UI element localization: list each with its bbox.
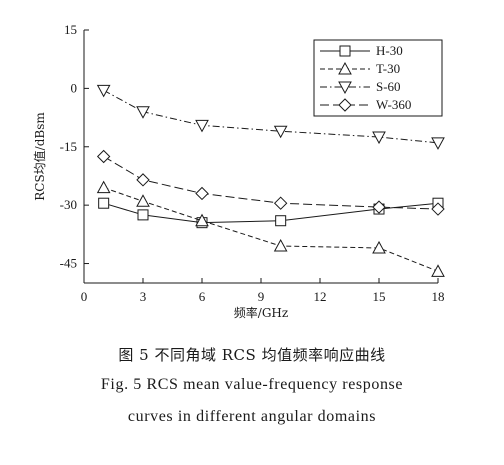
x-tick-label: 12 xyxy=(314,289,327,304)
data-point-s-60 xyxy=(372,131,386,145)
series-line-s-60 xyxy=(103,89,439,144)
x-tick-label: 18 xyxy=(432,289,445,304)
rcs-frequency-chart: 15 0 -15 -30 -45 0 3 6 9 12 15 18 H-30 T-30 S-60 W-360… xyxy=(32,22,445,320)
data-point-s-60 xyxy=(195,119,209,133)
data-point-t-30 xyxy=(136,194,150,207)
legend-label-s-60: S-60 xyxy=(376,79,401,94)
figure-caption-english-line2: curves in different angular domains xyxy=(127,408,377,425)
y-tick-label: 15 xyxy=(64,22,77,37)
legend-marker-t-30 xyxy=(338,61,352,75)
y-tick-label: -30 xyxy=(60,197,77,212)
data-point-h-30 xyxy=(275,215,287,227)
x-tick-label: 6 xyxy=(199,289,206,304)
data-point-s-60 xyxy=(431,137,445,150)
x-tick-label: 9 xyxy=(258,289,265,304)
data-point-s-60 xyxy=(273,125,288,139)
axes: 15 0 -15 -30 -45 0 3 6 9 12 15 18 xyxy=(60,22,445,304)
data-point-h-30 xyxy=(98,197,110,209)
legend-label-t-30: T-30 xyxy=(376,61,400,76)
series-s-60 xyxy=(96,84,445,150)
legend-marker-s-60 xyxy=(338,81,352,95)
data-point-s-60 xyxy=(136,106,150,119)
legend-marker-w-360 xyxy=(338,98,352,112)
series-t-30 xyxy=(96,180,445,277)
data-point-t-30 xyxy=(372,240,386,254)
series-layer xyxy=(96,84,445,277)
y-tick-label: -15 xyxy=(60,139,77,154)
data-point-w-360 xyxy=(273,196,288,210)
series-h-30 xyxy=(98,197,444,229)
y-tick-label: -45 xyxy=(60,256,77,271)
data-point-t-30 xyxy=(431,264,445,277)
x-axis-label: 频率/GHz xyxy=(234,305,288,320)
x-tick-label: 15 xyxy=(373,289,386,304)
data-point-w-360 xyxy=(372,200,386,214)
series-line-w-360 xyxy=(103,156,439,210)
figure-caption-english-line1: Fig. 5 RCS mean value-frequency response xyxy=(100,376,404,393)
legend-label-w-360: W-360 xyxy=(376,97,411,112)
y-axis-label: RCS均值/dBsm xyxy=(32,112,47,201)
x-tick-label: 3 xyxy=(140,289,147,304)
legend-box xyxy=(313,39,443,117)
data-point-t-30 xyxy=(273,238,288,252)
data-point-w-360 xyxy=(431,202,445,216)
data-point-w-360 xyxy=(136,173,150,187)
data-point-h-30 xyxy=(137,209,149,221)
data-point-w-360 xyxy=(96,149,111,164)
data-point-t-30 xyxy=(96,180,111,194)
legend-marker-h-30 xyxy=(339,45,351,57)
figure-caption-chinese: 图 5 不同角域 RCS 均值频率响应曲线 xyxy=(118,346,386,364)
legend: H-30 T-30 S-60 W-360 xyxy=(313,39,443,117)
data-point-s-60 xyxy=(96,84,111,98)
legend-label-h-30: H-30 xyxy=(376,43,403,58)
data-point-t-30 xyxy=(195,213,209,227)
y-tick-label: 0 xyxy=(71,80,78,95)
data-point-w-360 xyxy=(195,186,209,201)
x-tick-label: 0 xyxy=(81,289,88,304)
series-line-t-30 xyxy=(103,187,439,272)
series-line-h-30 xyxy=(103,202,439,224)
series-w-360 xyxy=(96,149,445,216)
